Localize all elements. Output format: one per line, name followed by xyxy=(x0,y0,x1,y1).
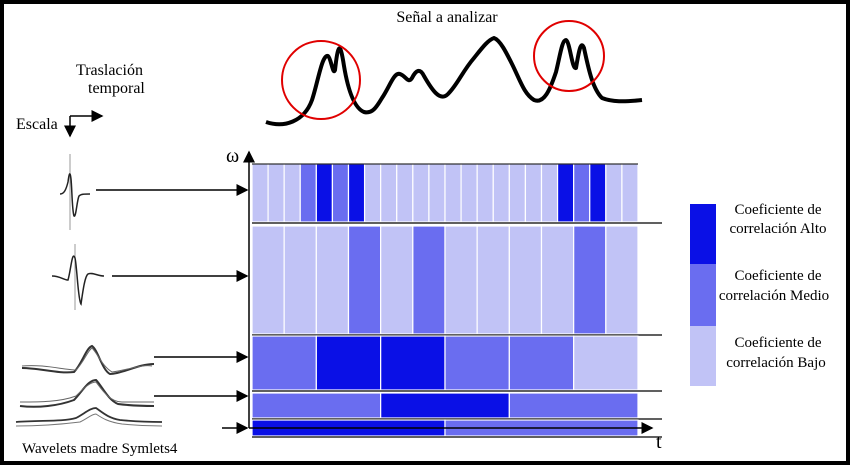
grid-cell xyxy=(605,163,623,223)
grid-cell xyxy=(315,163,334,223)
grid-cell xyxy=(589,163,607,223)
grid-cell xyxy=(460,163,478,223)
wavelet-scale-5 xyxy=(15,407,163,427)
wavelet-diagram: Señal a analizar Traslación temporal Esc… xyxy=(15,9,829,457)
grid-cell xyxy=(283,163,301,223)
grid-cell xyxy=(524,163,543,223)
wavelet-scale-4 xyxy=(19,378,155,408)
translation-label-line1: Traslación xyxy=(76,62,143,79)
grid-cell xyxy=(412,163,430,223)
omega-label: ω xyxy=(226,145,239,167)
legend-low-line2: correlación Bajo xyxy=(726,355,826,371)
grid-cell xyxy=(444,225,478,335)
grid-cell xyxy=(492,163,510,223)
grid-cell xyxy=(347,163,366,223)
grid-cell xyxy=(540,163,559,223)
grid-cell xyxy=(315,225,350,335)
grid-cell xyxy=(573,225,607,335)
legend-high-line1: Coeficiente de xyxy=(734,202,821,218)
grid-cell xyxy=(556,163,575,223)
grid-cell xyxy=(476,163,494,223)
grid-cell xyxy=(396,163,414,223)
grid-cell xyxy=(444,163,462,223)
grid-cell xyxy=(621,163,639,223)
legend: Coeficiente de correlación Alto Coeficie… xyxy=(690,202,829,386)
coefficient-grid xyxy=(251,163,662,438)
signal-title: Señal a analizar xyxy=(396,9,498,26)
wavelet-scale-3 xyxy=(21,344,155,376)
grid-cell xyxy=(251,392,382,419)
legend-medium-line1: Coeficiente de xyxy=(734,268,821,284)
legend-swatch-low xyxy=(690,326,716,386)
grid-cell xyxy=(251,335,317,391)
signal-curve xyxy=(265,36,643,127)
grid-cell xyxy=(508,392,639,419)
grid-cell xyxy=(412,225,446,335)
grid-cell xyxy=(444,335,510,391)
grid-cell xyxy=(573,335,639,391)
legend-high-line2: correlación Alto xyxy=(729,221,826,237)
legend-medium-line2: correlación Medio xyxy=(719,288,829,304)
grid-cell xyxy=(380,225,414,335)
figure-panel: Señal a analizar Traslación temporal Esc… xyxy=(4,4,846,461)
grid-cell xyxy=(380,335,446,391)
highlight-circle-right xyxy=(533,20,605,92)
grid-cell xyxy=(380,163,398,223)
grid-cell xyxy=(508,225,543,335)
grid-cell xyxy=(283,225,317,335)
grid-cell xyxy=(508,163,527,223)
grid-cell xyxy=(251,225,285,335)
grid-cell xyxy=(267,163,285,223)
legend-low-line1: Coeficiente de xyxy=(734,335,821,351)
grid-cell xyxy=(476,225,510,335)
translation-label-line2: temporal xyxy=(88,80,145,97)
caption: Wavelets madre Symlets4 xyxy=(22,441,178,457)
wavelet-scale-1 xyxy=(59,154,91,230)
time-label: t xyxy=(656,431,662,453)
grid-cell xyxy=(315,335,382,391)
legend-swatch-medium xyxy=(690,264,716,326)
wavelet-scale-2 xyxy=(51,244,105,310)
highlight-circle-left xyxy=(281,40,361,120)
grid-cell xyxy=(605,225,639,335)
scale-label: Escala xyxy=(16,116,58,133)
grid-cell xyxy=(251,163,269,223)
grid-cell xyxy=(428,163,446,223)
grid-cell xyxy=(380,392,510,419)
legend-swatch-high xyxy=(690,204,716,264)
grid-cell xyxy=(573,163,591,223)
grid-cell xyxy=(508,335,575,391)
grid-cell xyxy=(540,225,575,335)
grid-cell xyxy=(363,163,382,223)
grid-cell xyxy=(299,163,317,223)
grid-cell xyxy=(347,225,382,335)
grid-cell xyxy=(331,163,350,223)
